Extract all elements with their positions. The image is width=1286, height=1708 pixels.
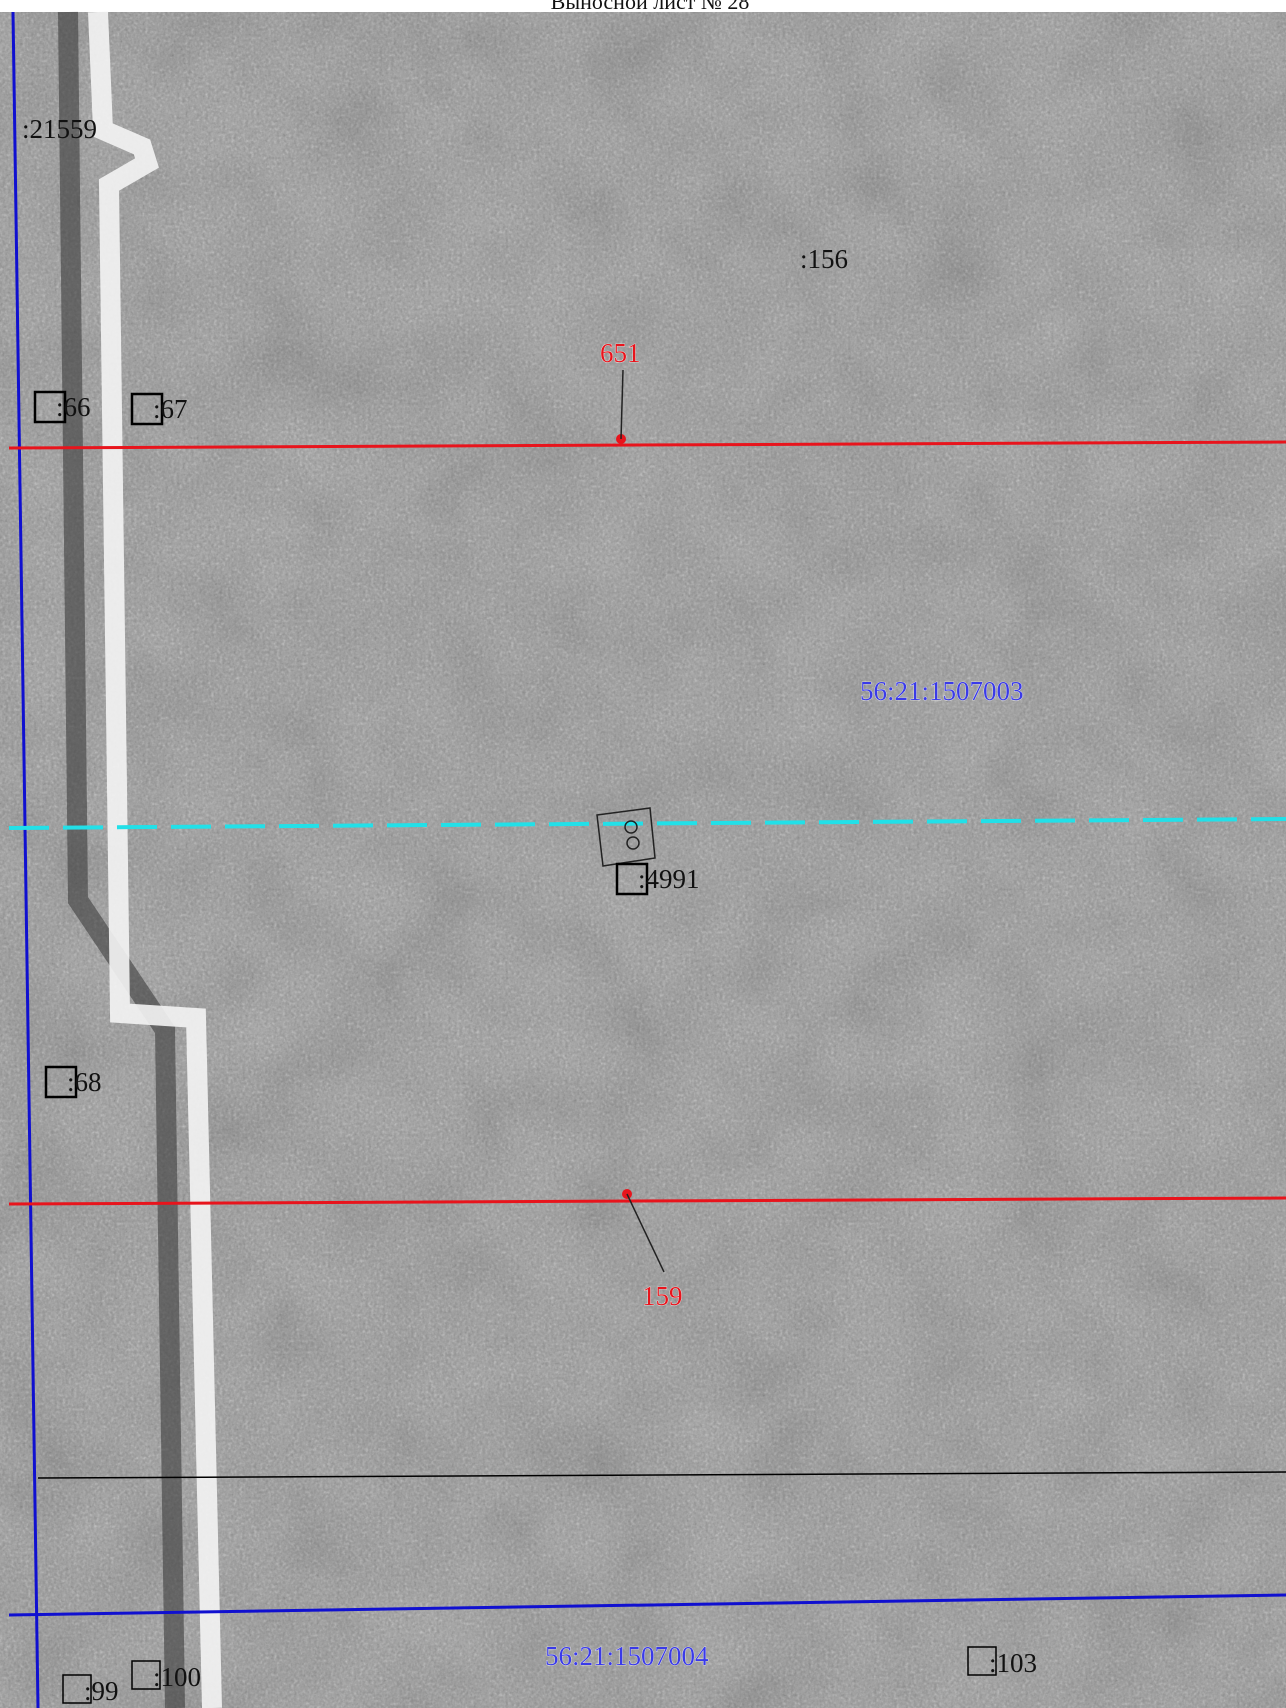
parcel-marker — [44, 1065, 78, 1099]
leader — [620, 369, 624, 440]
red-line — [8, 440, 1286, 450]
parcel-marker — [615, 862, 649, 896]
point-label: 651 — [600, 338, 641, 368]
parcel-label: :4991 — [638, 864, 700, 894]
road — [88, 11, 222, 1708]
red-line — [8, 1196, 1286, 1206]
parcel-label: :103 — [989, 1648, 1037, 1678]
quarter-label: 56:21:1507004 — [545, 1641, 709, 1671]
parcel-marker — [967, 1646, 997, 1676]
leader — [626, 1193, 665, 1273]
header-band — [0, 0, 1286, 12]
parcel-marker — [33, 390, 67, 424]
boundary-blue — [11, 11, 40, 1708]
parcel-label: :99 — [84, 1676, 119, 1706]
parcel-label: :67 — [153, 394, 188, 424]
parcel-label: :100 — [153, 1662, 201, 1692]
parcel-label: :156 — [800, 244, 848, 274]
parcel-marker — [130, 392, 164, 426]
sheet-title: Выносной лист № 28 — [551, 0, 750, 14]
parcel-label: :68 — [67, 1067, 102, 1097]
boundary-blue — [8, 1593, 1286, 1617]
zone-line — [8, 817, 1286, 830]
parcel-marker — [131, 1660, 161, 1690]
building — [596, 807, 656, 867]
quarter-label: 56:21:1507003 — [860, 676, 1024, 706]
parcel-marker — [62, 1674, 92, 1704]
parcel-label: :66 — [56, 392, 91, 422]
point-label: 159 — [642, 1281, 683, 1311]
parcel-label: :21559 — [22, 114, 97, 144]
boundary-black — [37, 1471, 1286, 1479]
